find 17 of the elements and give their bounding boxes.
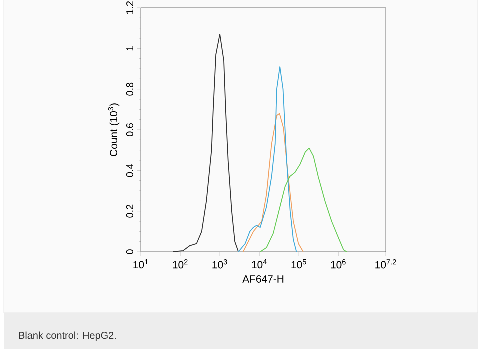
x-tick-label: 10$^{6}$: [331, 260, 346, 269]
x-tick-label: 10$^{3}$: [212, 260, 228, 269]
x-tick-label: 10$^{7.2}$: [376, 260, 396, 269]
x-axis-title: AF647-H: [242, 276, 284, 283]
y-tick-label: 1: [126, 46, 134, 51]
x-tick-label: 10$^{5}$: [292, 260, 306, 269]
x-tick-label: 10$^{1}$: [134, 260, 148, 269]
y-tick-label: 0.8: [126, 82, 134, 96]
y-axis-title: Count (10$^{3}$): [108, 104, 120, 156]
y-tick-label: 0.6: [126, 124, 134, 137]
y-tick-label: 0.4: [126, 164, 134, 178]
y-tick-label: 0: [126, 250, 134, 254]
x-tick-label: 10$^{4}$: [252, 260, 267, 269]
text: Blank control: HepG2.: [19, 332, 116, 342]
x-tick-label: 10$^{2}$: [173, 260, 188, 269]
y-tick-label: 0.2: [126, 204, 134, 218]
y-tick-label: 1.2: [126, 2, 134, 14]
